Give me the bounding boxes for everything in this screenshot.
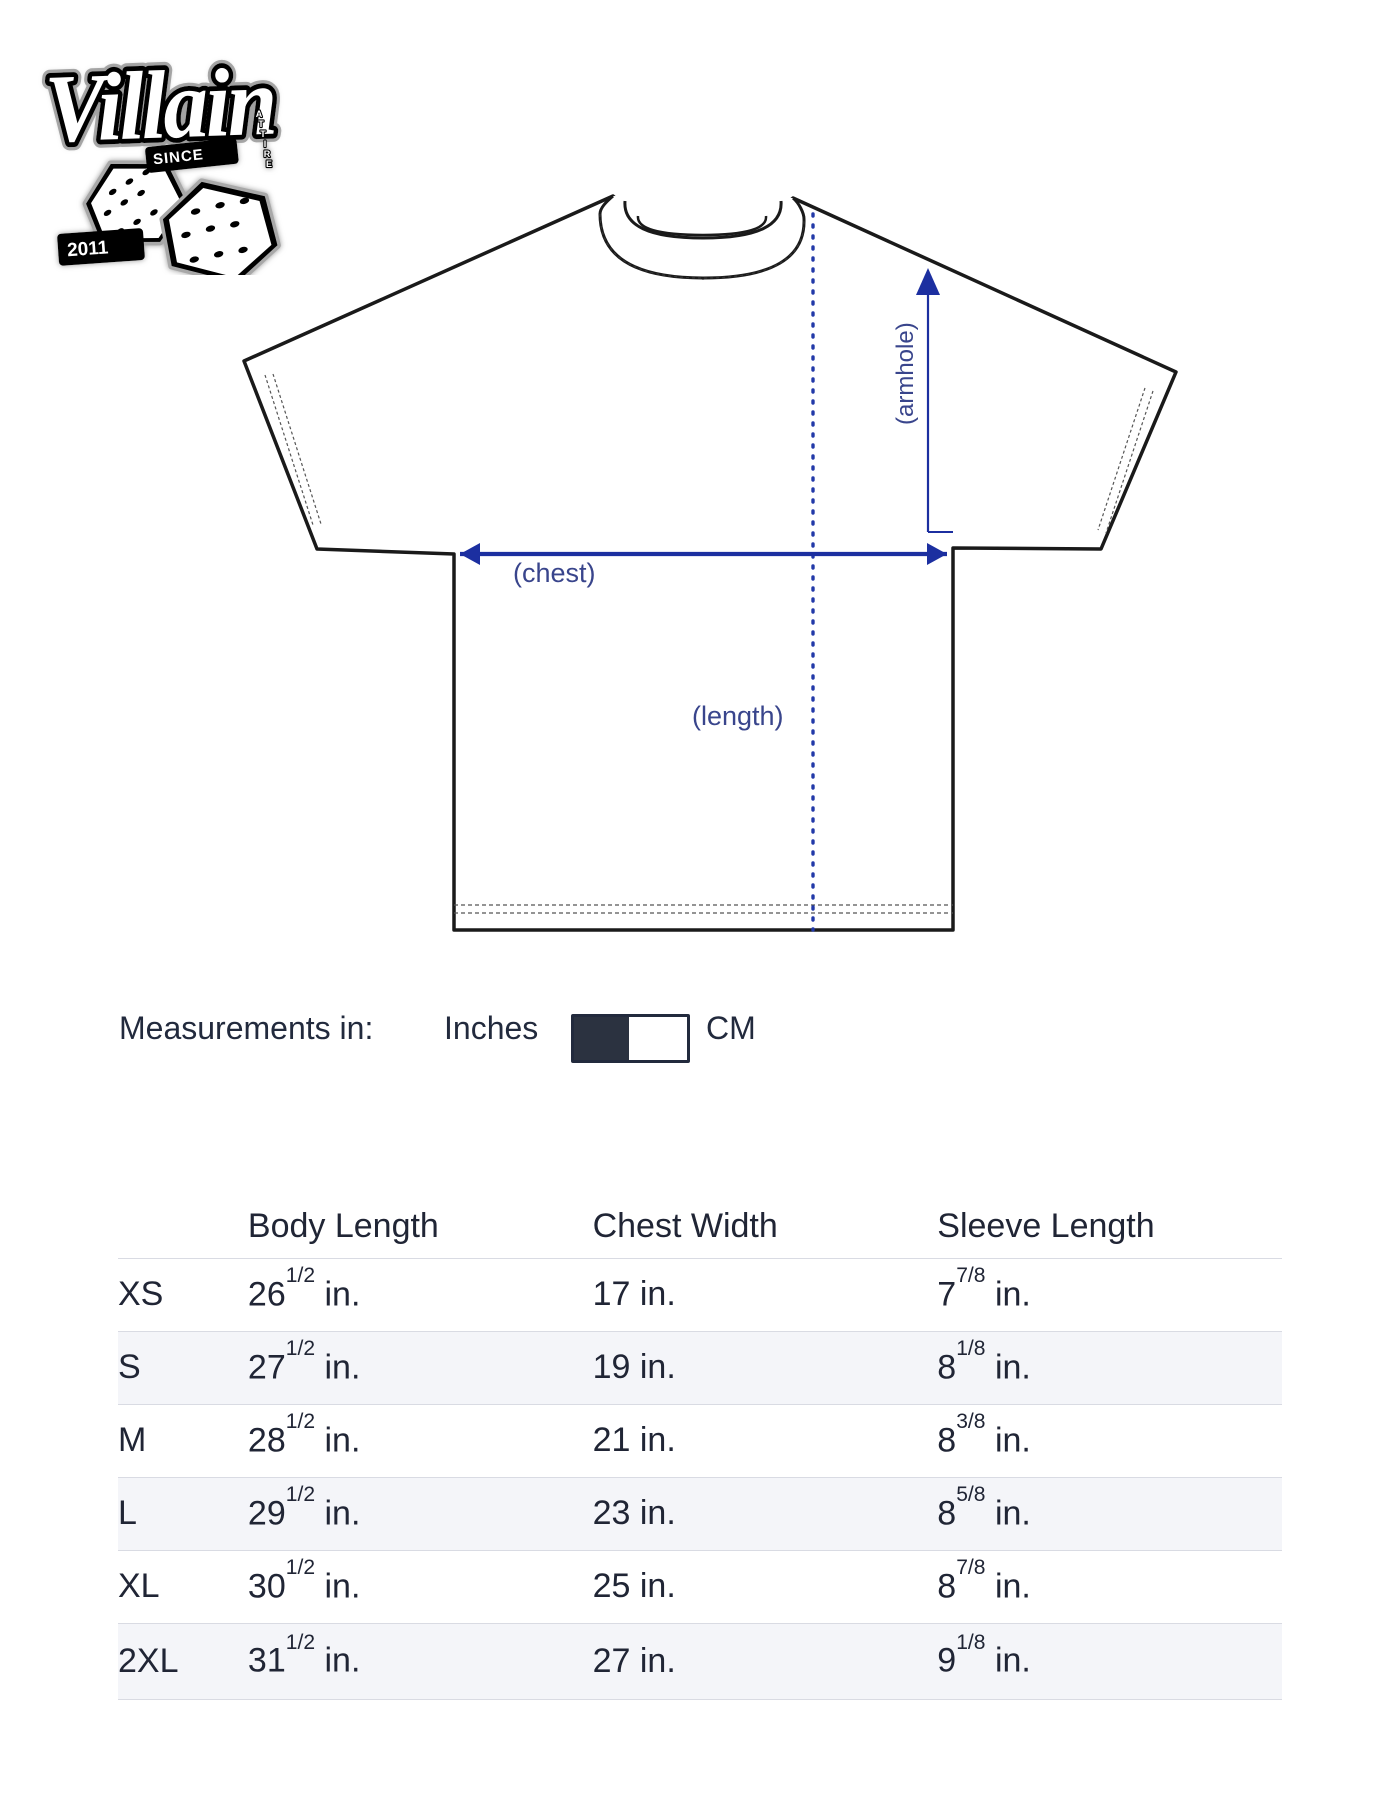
- svg-text:(armhole): (armhole): [892, 322, 919, 425]
- svg-text:(length): (length): [692, 701, 784, 731]
- svg-text:(chest): (chest): [513, 558, 596, 588]
